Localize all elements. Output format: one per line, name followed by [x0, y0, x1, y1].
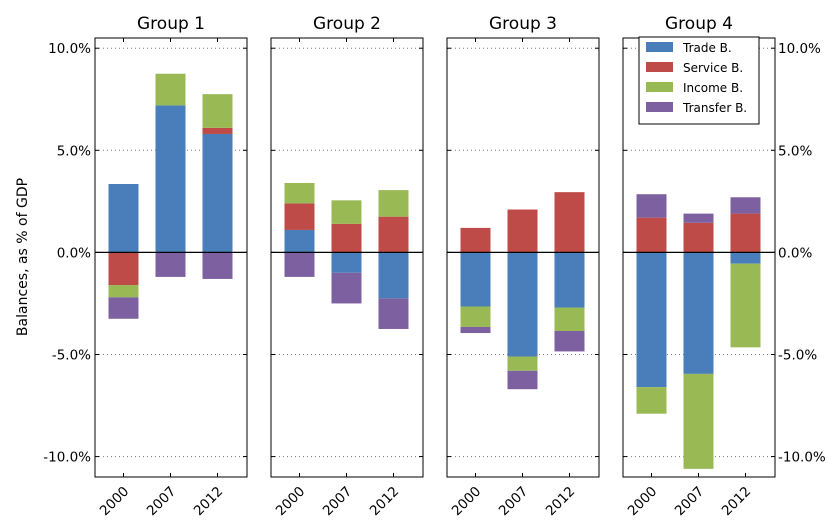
bar-transfer-b-2007 [331, 272, 362, 304]
bar-service-b-2012 [202, 127, 233, 134]
x-tick-label: 2007 [320, 484, 356, 520]
bar-income-b-2000 [108, 285, 139, 298]
bar-trade-b-2007 [331, 252, 362, 273]
bar-income-b-2000 [460, 306, 491, 327]
bar-trade-b-2007 [507, 252, 538, 357]
y-tick-label-left: -10.0% [43, 450, 91, 466]
y-tick-label-right: 10.0% [778, 41, 821, 57]
panel-3: 2000 2007 2012 Group 3 [446, 14, 600, 520]
panel-title: Group 3 [489, 14, 557, 34]
bar-income-b-2000 [636, 387, 667, 414]
y-tick-label-left: -5.0% [52, 347, 91, 363]
y-tick-label-left: 0.0% [57, 245, 91, 261]
y-tick-label-left: 10.0% [48, 41, 91, 57]
bar-service-b-2012 [730, 213, 761, 253]
y-tick-label-right: -10.0% [778, 450, 826, 466]
bar-service-b-2000 [284, 203, 315, 230]
bar-service-b-2007 [683, 222, 714, 253]
bar-income-b-2012 [378, 190, 409, 217]
bar-income-b-2007 [155, 73, 186, 106]
bar-income-b-2012 [202, 94, 233, 128]
y-tick-label-left: 5.0% [57, 143, 91, 159]
panel-2: 2000 2007 2012 Group 2 [270, 14, 424, 520]
x-tick-label: 2007 [144, 484, 180, 520]
y-tick-label-right: 5.0% [778, 143, 812, 159]
bar-transfer-b-2007 [507, 370, 538, 390]
y-tick-label-right: 0.0% [778, 245, 812, 261]
x-tick-label: 2012 [543, 484, 579, 520]
x-tick-label: 2007 [672, 484, 708, 520]
legend-swatch [646, 102, 673, 112]
x-tick-label: 2000 [449, 484, 485, 520]
bar-income-b-2012 [730, 263, 761, 348]
bar-income-b-2000 [284, 182, 315, 204]
bar-transfer-b-2012 [554, 331, 585, 352]
bar-income-b-2007 [331, 200, 362, 224]
bar-transfer-b-2000 [108, 297, 139, 319]
bar-service-b-2007 [331, 223, 362, 253]
legend-label: Trade B. [682, 41, 732, 55]
bar-transfer-b-2000 [284, 252, 315, 277]
x-tick-label: 2012 [191, 484, 227, 520]
legend-label: Transfer B. [682, 101, 747, 115]
y-axis-title: Balances, as % of GDP [15, 178, 31, 336]
x-tick-label: 2012 [719, 484, 755, 520]
legend-swatch [646, 82, 673, 92]
bar-transfer-b-2000 [636, 194, 667, 218]
legend: Trade B. Service B. Income B. Transfer B. [638, 36, 760, 125]
x-tick-label: 2000 [273, 484, 309, 520]
bar-trade-b-2007 [683, 252, 714, 374]
bar-trade-b-2000 [108, 183, 139, 253]
bar-transfer-b-2000 [460, 326, 491, 334]
bar-service-b-2000 [108, 252, 139, 286]
panel-title: Group 4 [665, 14, 733, 34]
legend-label: Income B. [683, 81, 743, 95]
bar-transfer-b-2012 [202, 252, 233, 279]
bar-service-b-2000 [636, 217, 667, 253]
x-tick-label: 2000 [97, 484, 133, 520]
bar-trade-b-2000 [636, 252, 667, 388]
bar-service-b-2007 [507, 209, 538, 253]
bar-trade-b-2012 [730, 252, 761, 264]
bar-service-b-2000 [460, 227, 491, 253]
bar-service-b-2012 [554, 192, 585, 253]
bar-transfer-b-2007 [155, 252, 186, 277]
panel-title: Group 1 [137, 14, 205, 34]
bar-trade-b-2012 [554, 252, 585, 308]
y-tick-label-right: -5.0% [778, 347, 817, 363]
panel-1: 2000 2007 2012 Group 1 [94, 14, 248, 520]
bar-trade-b-2012 [202, 133, 233, 253]
x-tick-label: 2007 [496, 484, 532, 520]
bar-income-b-2007 [683, 373, 714, 469]
legend-swatch [646, 42, 673, 52]
legend-label: Service B. [683, 61, 743, 75]
bar-transfer-b-2007 [683, 213, 714, 223]
bar-income-b-2012 [554, 307, 585, 332]
bar-income-b-2007 [507, 356, 538, 371]
bar-service-b-2012 [378, 216, 409, 253]
bar-trade-b-2007 [155, 105, 186, 253]
panel-title: Group 2 [313, 14, 381, 34]
legend-swatch [646, 62, 673, 72]
bar-trade-b-2012 [378, 252, 409, 299]
x-tick-label: 2012 [367, 484, 403, 520]
bar-trade-b-2000 [460, 252, 491, 307]
x-tick-label: 2000 [625, 484, 661, 520]
bar-trade-b-2000 [284, 229, 315, 253]
bar-transfer-b-2012 [730, 197, 761, 214]
bar-transfer-b-2012 [378, 298, 409, 329]
panel-4: 2000 2007 2012 Group 4 [622, 14, 776, 520]
